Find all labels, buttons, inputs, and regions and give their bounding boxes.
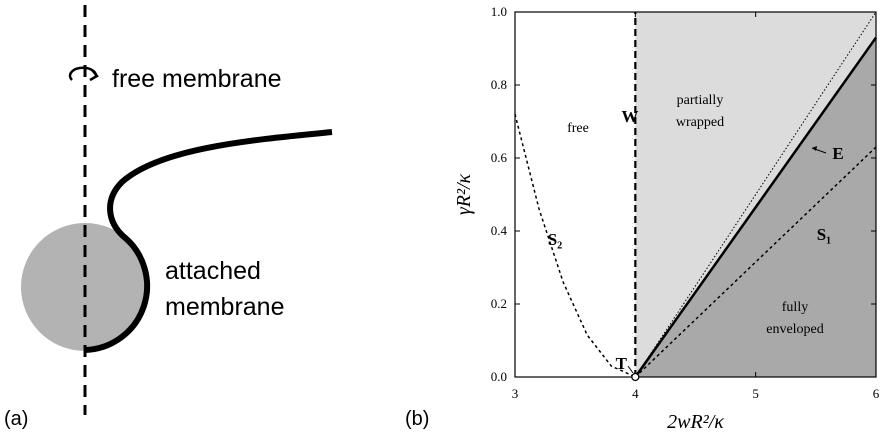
y-tick-label: 0.8	[491, 77, 507, 92]
x-tick-label: 5	[752, 386, 759, 401]
series-label: S₂	[548, 230, 563, 249]
series-line	[634, 36, 878, 378]
x-axis-label: 2wR²/κ	[667, 411, 724, 433]
label-pointer-head	[812, 146, 817, 151]
series-label: E	[832, 144, 843, 163]
y-tick-label: 0.0	[491, 369, 507, 384]
point	[631, 372, 640, 382]
series-line	[514, 114, 636, 378]
plot-frame	[514, 11, 877, 378]
attached-label: membrane	[165, 293, 285, 321]
series-label: S₁	[817, 225, 832, 244]
panel-label: (b)	[405, 408, 429, 430]
y-tick-label: 0.2	[491, 296, 507, 311]
series-line	[634, 11, 877, 378]
y-tick-label: 1.0	[491, 4, 507, 19]
region-label: free	[567, 121, 589, 136]
y-axis-label: γR²/κ	[453, 173, 475, 215]
rotation-arrowhead	[89, 69, 99, 82]
point-pointer	[627, 365, 634, 374]
y-tick-label: 0.4	[491, 223, 508, 238]
x-tick-label: 6	[873, 386, 880, 401]
free-label: free membrane	[112, 65, 282, 93]
series-label: W	[622, 107, 639, 126]
x-tick-label: 4	[632, 386, 639, 401]
region-label: enveloped	[766, 322, 824, 337]
attached-label: attached	[165, 257, 261, 285]
y-tick-label: 0.6	[491, 150, 508, 165]
series-line	[634, 146, 877, 378]
membrane	[84, 129, 333, 353]
region-label: partially	[677, 93, 724, 108]
region-label: fully	[782, 300, 808, 315]
x-tick-label: 3	[512, 386, 519, 401]
panel-label: (a)	[4, 408, 28, 430]
point-label: T	[616, 354, 628, 373]
panel-a: free membrane attached membrane (a)	[4, 5, 333, 430]
region-label: wrapped	[676, 115, 724, 130]
